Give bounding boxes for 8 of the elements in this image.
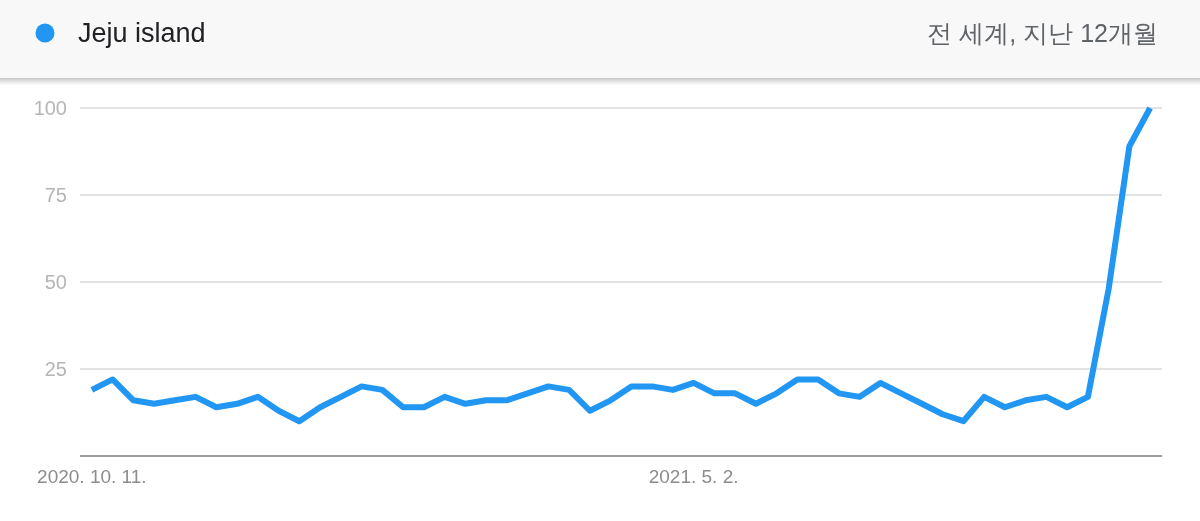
- chart-subtitle: 전 세계, 지난 12개월: [927, 19, 1158, 47]
- y-tick-label: 100: [33, 97, 67, 119]
- x-tick-label: 2021. 5. 2.: [648, 466, 739, 487]
- y-tick-label: 75: [44, 184, 67, 206]
- x-tick-label: 2020. 10. 11.: [37, 466, 147, 487]
- y-tick-label: 50: [44, 271, 67, 293]
- y-tick-label: 25: [44, 358, 67, 380]
- legend-label: Jeju island: [78, 18, 206, 48]
